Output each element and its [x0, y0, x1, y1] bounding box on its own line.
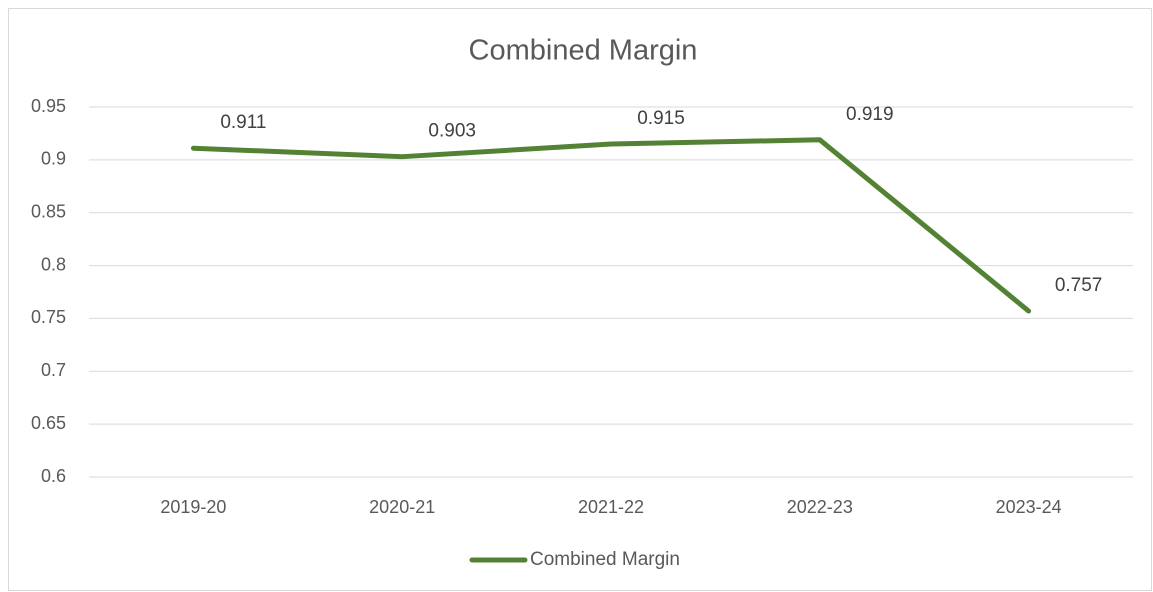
data-label: 0.915 — [637, 108, 685, 129]
data-label: 0.757 — [1055, 275, 1103, 296]
data-label: 0.919 — [846, 104, 894, 125]
legend-label: Combined Margin — [530, 549, 680, 570]
y-tick-label: 0.6 — [41, 466, 66, 486]
x-tick-label: 2020-21 — [369, 497, 435, 517]
x-tick-label: 2022-23 — [787, 497, 853, 517]
line-series — [190, 137, 1032, 314]
chart-border — [8, 8, 1152, 591]
x-tick-label: 2021-22 — [578, 497, 644, 517]
y-tick-label: 0.65 — [31, 413, 66, 433]
y-tick-label: 0.9 — [41, 149, 66, 169]
x-tick-label: 2023-24 — [996, 497, 1062, 517]
chart-title: Combined Margin — [469, 35, 698, 67]
y-tick-label: 0.8 — [41, 254, 66, 274]
data-label: 0.903 — [428, 121, 476, 142]
y-tick-label: 0.85 — [31, 201, 66, 221]
data-label: 0.911 — [220, 112, 266, 133]
y-tick-label: 0.95 — [31, 96, 66, 116]
x-tick-label: 2019-20 — [160, 497, 226, 517]
y-tick-label: 0.75 — [31, 307, 66, 327]
y-tick-label: 0.7 — [41, 360, 66, 380]
